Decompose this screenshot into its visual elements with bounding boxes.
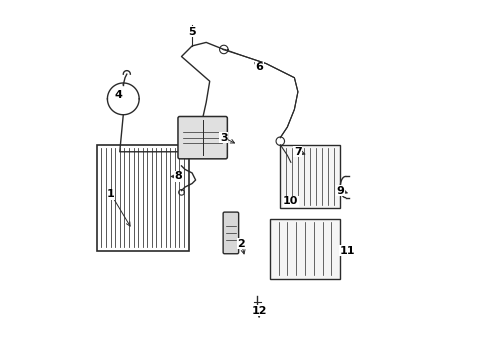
- Text: 11: 11: [340, 246, 355, 256]
- Text: 9: 9: [336, 186, 344, 195]
- Bar: [270, 219, 340, 279]
- Text: 12: 12: [251, 306, 267, 315]
- Text: 10: 10: [283, 196, 298, 206]
- Text: 5: 5: [188, 27, 196, 37]
- Text: 8: 8: [174, 171, 182, 181]
- Bar: [97, 145, 189, 251]
- Bar: [280, 145, 340, 208]
- FancyBboxPatch shape: [178, 117, 227, 159]
- Text: 1: 1: [107, 189, 115, 199]
- Text: 4: 4: [114, 90, 122, 100]
- FancyBboxPatch shape: [223, 212, 239, 254]
- Text: 6: 6: [255, 62, 263, 72]
- Text: 7: 7: [294, 147, 302, 157]
- Text: 3: 3: [220, 133, 228, 143]
- Text: 2: 2: [238, 239, 245, 248]
